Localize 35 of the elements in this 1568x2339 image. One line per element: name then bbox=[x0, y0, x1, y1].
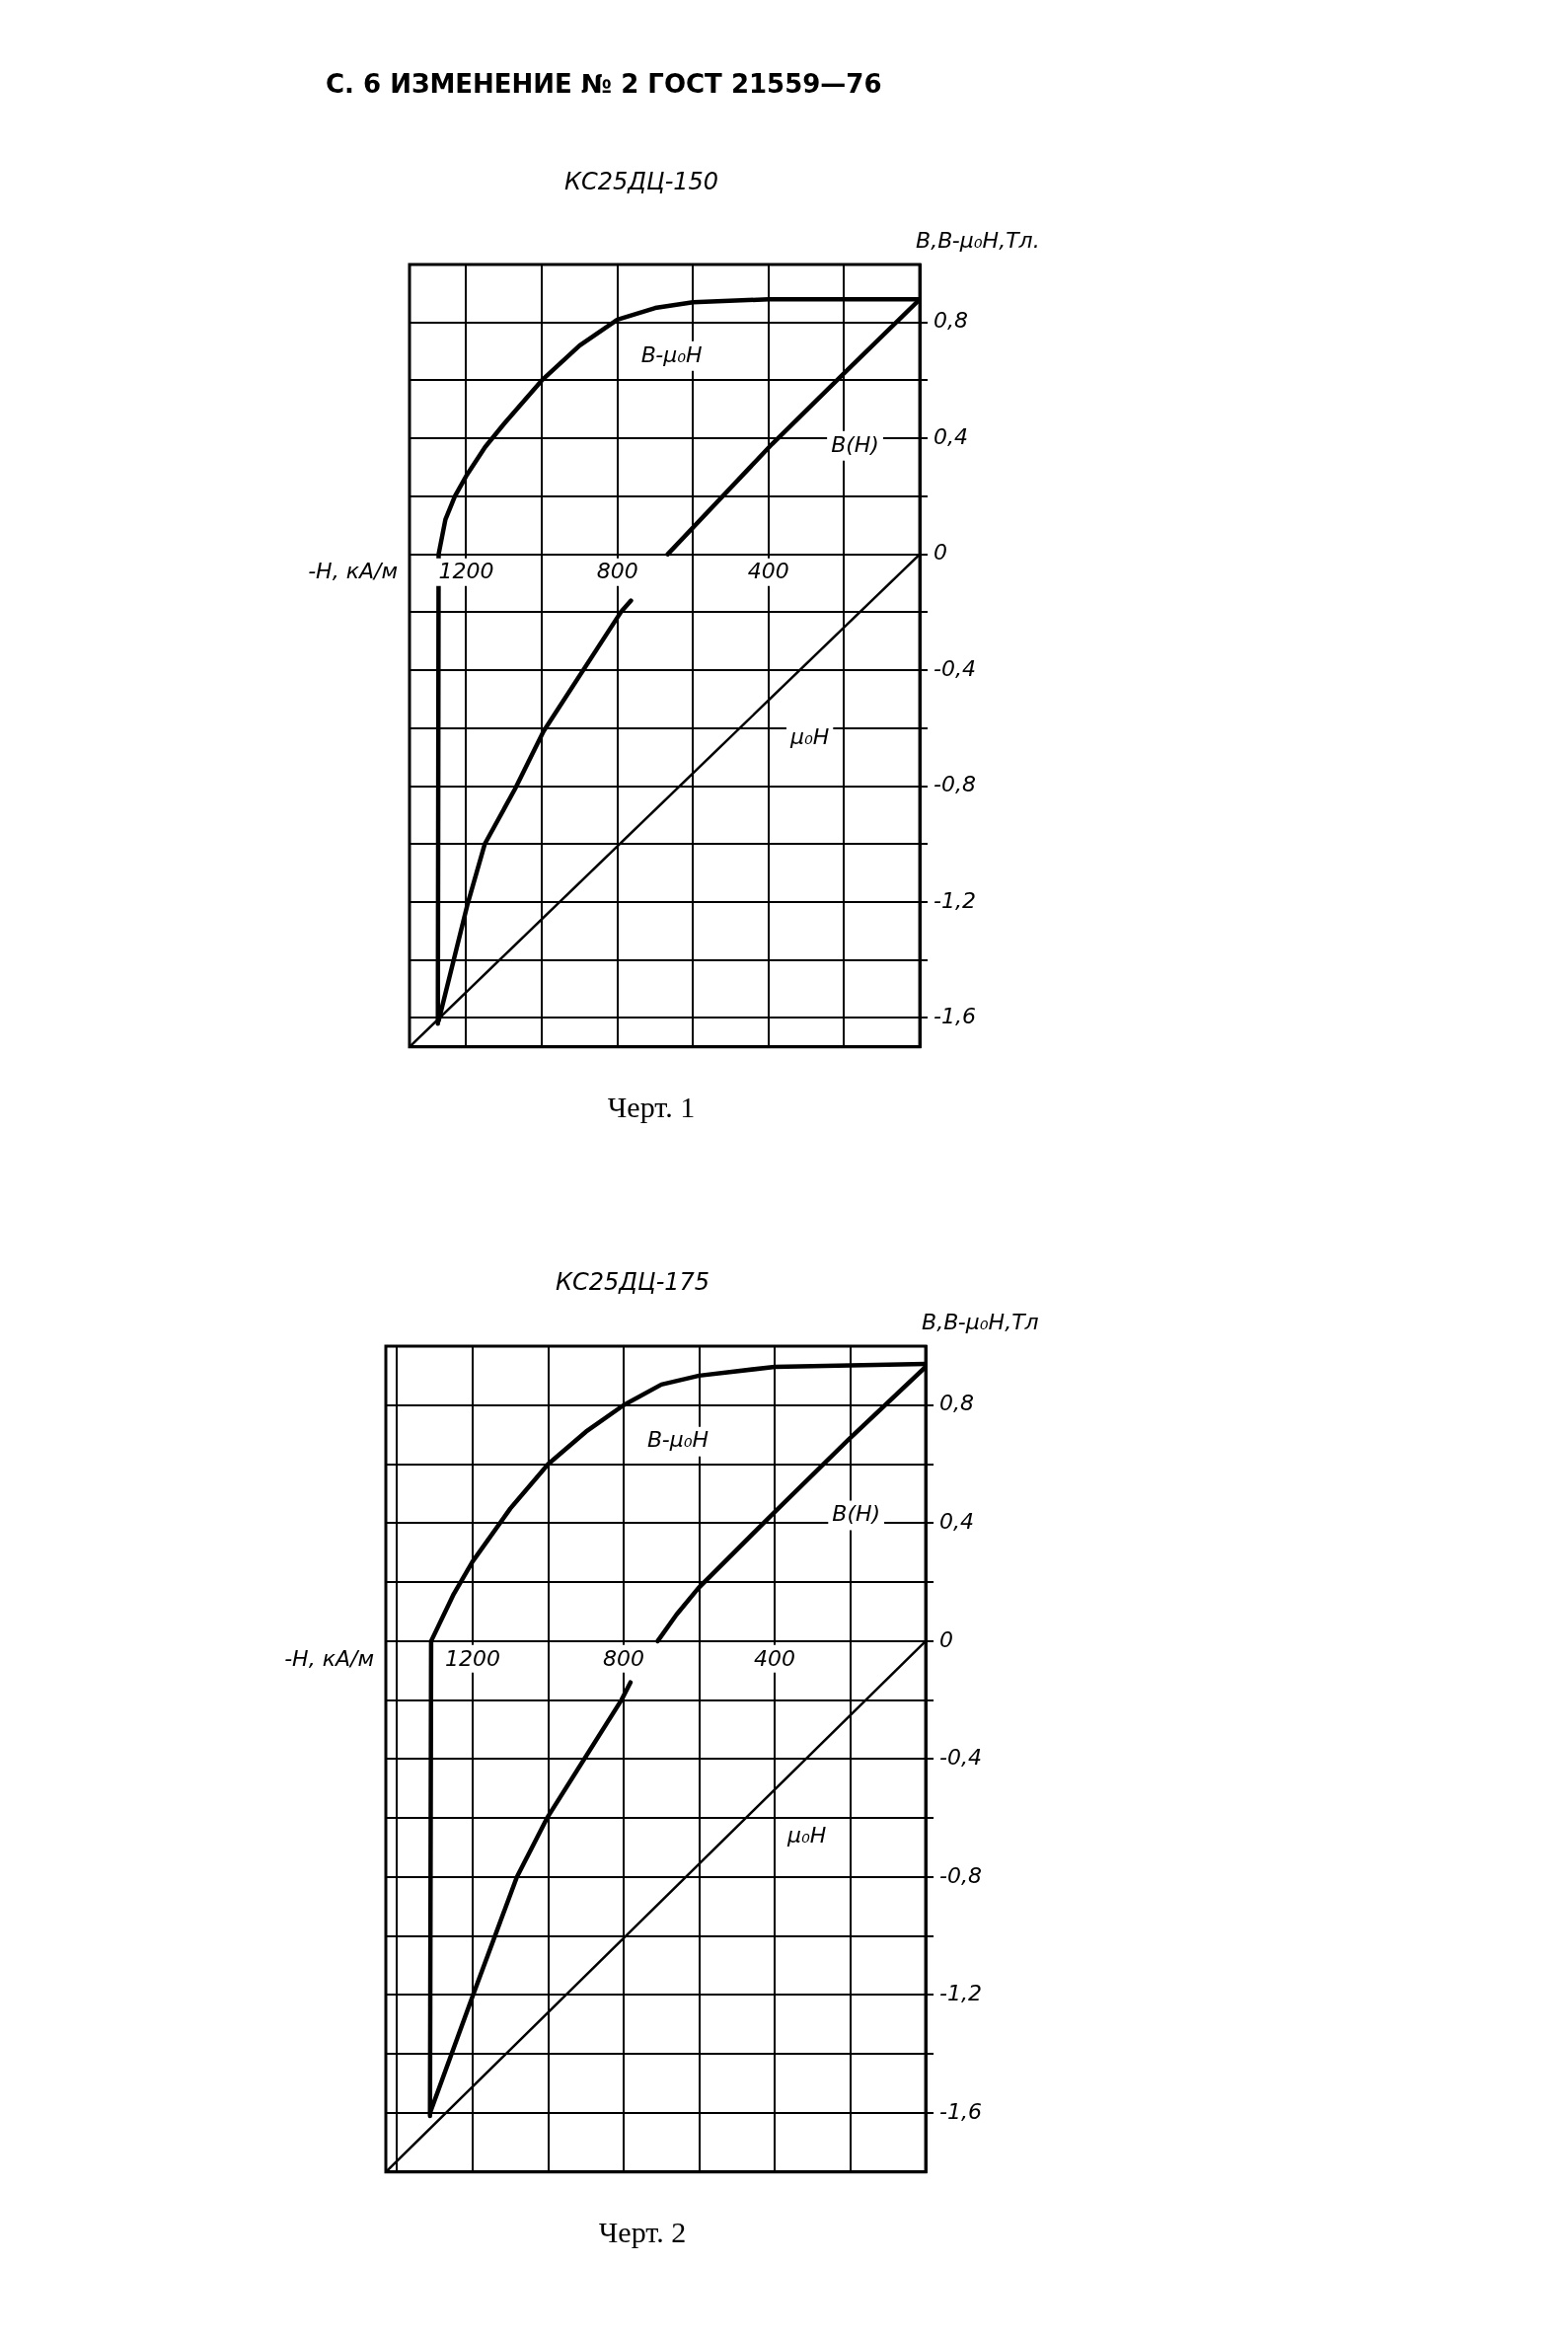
x-tick-label: 1200 bbox=[438, 559, 494, 584]
x-tick-label: 400 bbox=[747, 559, 789, 584]
y-tick-label: -0,8 bbox=[933, 772, 977, 797]
series-label: B(H) bbox=[831, 431, 879, 457]
y-tick-label: 0 bbox=[939, 1626, 954, 1652]
y-tick-label: -1,6 bbox=[933, 1004, 977, 1029]
x-tick-label: 1200 bbox=[444, 1645, 500, 1671]
y-axis-title: B,B-μ₀H,Тл. bbox=[916, 227, 1040, 253]
text: Черт. 1 bbox=[607, 1091, 696, 1124]
y-tick-label: 0 bbox=[933, 540, 948, 566]
y-tick-label: -1,6 bbox=[939, 2098, 983, 2124]
y-tick-label: 0,8 bbox=[933, 308, 969, 334]
y-tick-label: -0,4 bbox=[939, 1745, 983, 1771]
y-tick-label: -0,8 bbox=[939, 1862, 983, 1888]
y-tick-label: -1,2 bbox=[939, 1981, 983, 2006]
text: Черт. 2 bbox=[598, 2216, 687, 2249]
series-label: B-μ₀H bbox=[647, 1427, 709, 1453]
series-label: B(H) bbox=[832, 1501, 881, 1527]
text: С. 6 ИЗМЕНЕНИЕ № 2 ГОСТ 21559—76 bbox=[326, 69, 882, 99]
series-label: B-μ₀H bbox=[640, 341, 703, 367]
series-label: μ₀H bbox=[785, 1822, 827, 1848]
x-tick-label: 800 bbox=[603, 1645, 645, 1671]
x-tick-label: 800 bbox=[596, 559, 638, 584]
chart-title: КС25ДЦ-175 bbox=[555, 1268, 710, 1296]
y-tick-label: -1,2 bbox=[933, 887, 977, 913]
y-tick-label: -0,4 bbox=[933, 655, 977, 681]
x-tick-label: 400 bbox=[754, 1645, 796, 1671]
series-label: μ₀H bbox=[788, 724, 830, 750]
y-tick-label: 0,8 bbox=[939, 1391, 975, 1416]
y-axis-title: B,B-μ₀H,Тл bbox=[922, 1309, 1039, 1334]
y-tick-label: 0,4 bbox=[939, 1509, 975, 1535]
chart-title: КС25ДЦ-150 bbox=[563, 168, 719, 195]
y-tick-label: 0,4 bbox=[933, 423, 969, 449]
x-axis-title: -H, кА/м bbox=[308, 559, 398, 584]
x-axis-title: -H, кА/м bbox=[284, 1645, 374, 1671]
